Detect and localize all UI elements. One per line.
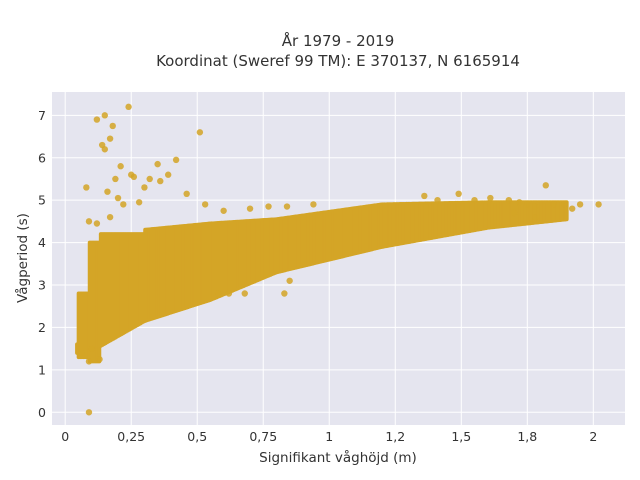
x-axis-title: Signifikant våghöjd (m)	[259, 449, 417, 466]
scatter-point	[77, 349, 85, 357]
y-tick-label: 3	[38, 278, 46, 293]
scatter-point	[532, 203, 539, 210]
scatter-point	[114, 194, 122, 202]
chart-title: År 1979 - 2019	[282, 31, 395, 50]
scatter-points	[77, 103, 602, 416]
scatter-point	[516, 199, 523, 206]
y-axis-title: Vågperiod (s)	[14, 213, 31, 303]
scatter-point	[283, 203, 291, 210]
y-tick-label: 4	[38, 235, 46, 250]
scatter-point	[201, 201, 209, 208]
scatter-point	[524, 201, 531, 208]
scatter-point	[85, 218, 93, 225]
scatter-point	[550, 201, 557, 208]
point-cloud	[75, 200, 569, 364]
scatter-point	[568, 205, 576, 212]
scatter-point	[146, 175, 153, 183]
scatter-point	[510, 209, 518, 217]
y-tick-labels: 0 1 2 3 4 5 6 7	[38, 108, 46, 420]
scatter-point	[215, 290, 222, 297]
scatter-point	[130, 173, 138, 181]
scatter-point	[286, 277, 293, 284]
scatter-point	[196, 129, 204, 136]
y-tick-label: 2	[38, 320, 46, 335]
x-tick-label: 0,25	[117, 429, 145, 444]
scatter-point	[104, 188, 111, 195]
scatter-point	[471, 196, 478, 204]
scatter-point	[85, 409, 93, 416]
scatter-point	[112, 175, 119, 183]
y-tick-label: 1	[38, 362, 46, 377]
scatter-point	[310, 201, 317, 208]
scatter-point	[220, 207, 227, 214]
chart-subtitle: Koordinat (Sweref 99 TM): E 370137, N 61…	[156, 52, 520, 70]
scatter-point	[561, 201, 568, 208]
scatter-point	[85, 358, 93, 365]
scatter-point	[487, 194, 494, 202]
scatter-point	[225, 290, 233, 297]
scatter-point	[542, 182, 549, 189]
scatter-point	[106, 135, 114, 142]
scatter-point	[455, 190, 462, 198]
x-tick-label: 0,5	[187, 429, 207, 444]
scatter-point	[106, 213, 114, 221]
scatter-point	[505, 196, 513, 204]
scatter-point	[96, 356, 103, 363]
scatter-point	[125, 103, 132, 111]
scatter-point	[434, 196, 441, 204]
x-tick-label: 1	[325, 429, 333, 444]
scatter-point	[109, 122, 116, 130]
scatter-point	[101, 112, 109, 119]
scatter-point	[93, 116, 101, 123]
scatter-point	[88, 345, 95, 352]
scatter-point	[120, 201, 127, 208]
scatter-point	[135, 199, 143, 206]
scatter-point	[595, 201, 602, 208]
x-tick-label: 2	[589, 429, 597, 444]
scatter-point	[576, 201, 584, 208]
scatter-point	[154, 160, 161, 168]
scatter-point	[117, 163, 124, 170]
scatter-point	[532, 213, 539, 221]
scatter-point	[241, 290, 248, 297]
scatter-point	[141, 184, 148, 191]
y-tick-label: 0	[38, 405, 46, 420]
scatter-point	[246, 205, 254, 212]
scatter-point	[93, 220, 101, 227]
x-tick-labels: 0 0,25 0,5 0,75 1 1,2 1,5 1,8 2	[61, 429, 597, 444]
x-tick-label: 1,8	[517, 429, 537, 444]
scatter-point	[421, 192, 428, 200]
scatter-point	[265, 203, 272, 210]
scatter-point	[164, 171, 172, 178]
x-tick-label: 0,75	[249, 429, 277, 444]
x-tick-label: 1,2	[385, 429, 405, 444]
scatter-point	[183, 190, 190, 198]
y-tick-label: 5	[38, 193, 46, 208]
scatter-point	[172, 156, 180, 164]
scatter-point	[281, 290, 288, 297]
y-tick-label: 6	[38, 150, 46, 165]
y-tick-label: 7	[38, 108, 46, 123]
x-tick-label: 1,5	[451, 429, 471, 444]
scatter-point	[157, 177, 164, 185]
scatter-point	[101, 146, 109, 153]
x-tick-label: 0	[61, 429, 69, 444]
scatter-point	[83, 184, 90, 191]
